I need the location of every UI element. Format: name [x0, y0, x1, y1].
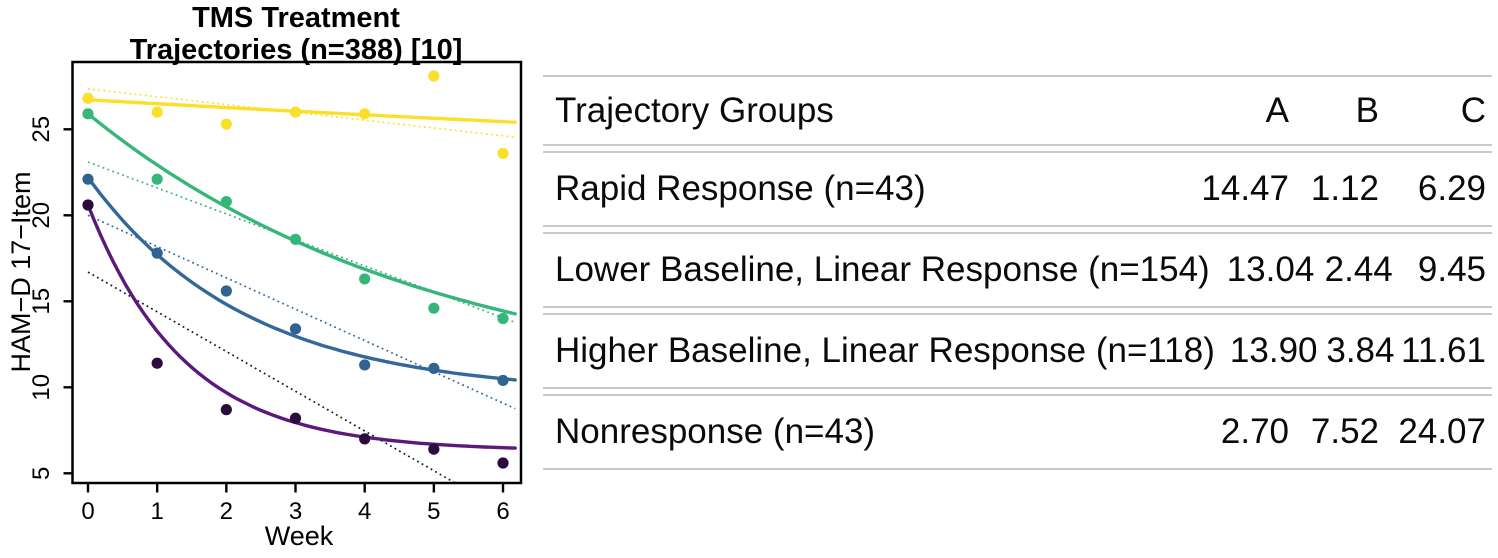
axis-ticks: 0 1 2 3 4 5 6 5 10 15 20 25	[28, 116, 510, 525]
svg-text:15: 15	[28, 288, 55, 315]
trajectory-groups-table: Trajectory Groups A B C Rapid Response (…	[543, 75, 1492, 475]
cell-c: 6.29	[1417, 169, 1486, 208]
cell-c: 9.45	[1417, 250, 1486, 289]
cell-a: 2.70	[1220, 412, 1289, 451]
row-label: Lower Baseline, Linear Response (n=154)	[555, 250, 1210, 289]
svg-text:1: 1	[150, 498, 163, 525]
row-label: Nonresponse (n=43)	[555, 412, 876, 451]
cell-b: 7.52	[1310, 412, 1379, 451]
svg-text:2: 2	[220, 498, 233, 525]
chart-title-line1: TMS Treatment	[192, 2, 400, 34]
svg-text:25: 25	[28, 116, 55, 143]
chart-title-line2: Trajectories (n=388) [10]	[130, 34, 463, 66]
svg-text:3: 3	[289, 498, 302, 525]
table-header-label: Trajectory Groups	[555, 90, 834, 130]
cell-a: 13.90	[1229, 331, 1318, 370]
table-header-row: Trajectory Groups A B C	[543, 75, 1492, 146]
series-layer	[82, 70, 517, 482]
table-row: Nonresponse (n=43) 2.70 7.52 24.07	[543, 394, 1492, 470]
table-row: Higher Baseline, Linear Response (n=118)…	[543, 313, 1492, 389]
table-row: Lower Baseline, Linear Response (n=154) …	[543, 232, 1492, 308]
table-row: Rapid Response (n=43) 14.47 1.12 6.29	[543, 151, 1492, 227]
svg-text:10: 10	[28, 374, 55, 401]
column-header-c: C	[1460, 90, 1486, 130]
cell-c: 11.61	[1401, 331, 1486, 370]
cell-b: 3.84	[1326, 331, 1395, 370]
svg-text:0: 0	[81, 498, 94, 525]
cell-b: 1.12	[1310, 169, 1379, 208]
cell-b: 2.44	[1324, 250, 1393, 289]
svg-text:5: 5	[28, 467, 55, 480]
y-axis-label: HAM−D 17−Item	[6, 171, 36, 372]
column-header-a: A	[1265, 90, 1289, 130]
column-header-b: B	[1355, 90, 1379, 130]
plot-border	[71, 60, 523, 485]
svg-text:5: 5	[427, 498, 440, 525]
cell-c: 24.07	[1398, 412, 1486, 451]
x-axis-label: Week	[265, 521, 334, 551]
svg-text:6: 6	[496, 498, 509, 525]
svg-text:4: 4	[358, 498, 371, 525]
trajectory-chart: TMS Treatment Trajectories (n=388) [10] …	[6, 2, 523, 551]
trajectory-figure: TMS Treatment Trajectories (n=388) [10] …	[0, 0, 545, 553]
row-label: Rapid Response (n=43)	[555, 169, 926, 208]
cell-a: 13.04	[1226, 250, 1315, 289]
svg-text:20: 20	[28, 202, 55, 229]
cell-a: 14.47	[1201, 169, 1289, 208]
row-label: Higher Baseline, Linear Response (n=118)	[555, 331, 1215, 370]
